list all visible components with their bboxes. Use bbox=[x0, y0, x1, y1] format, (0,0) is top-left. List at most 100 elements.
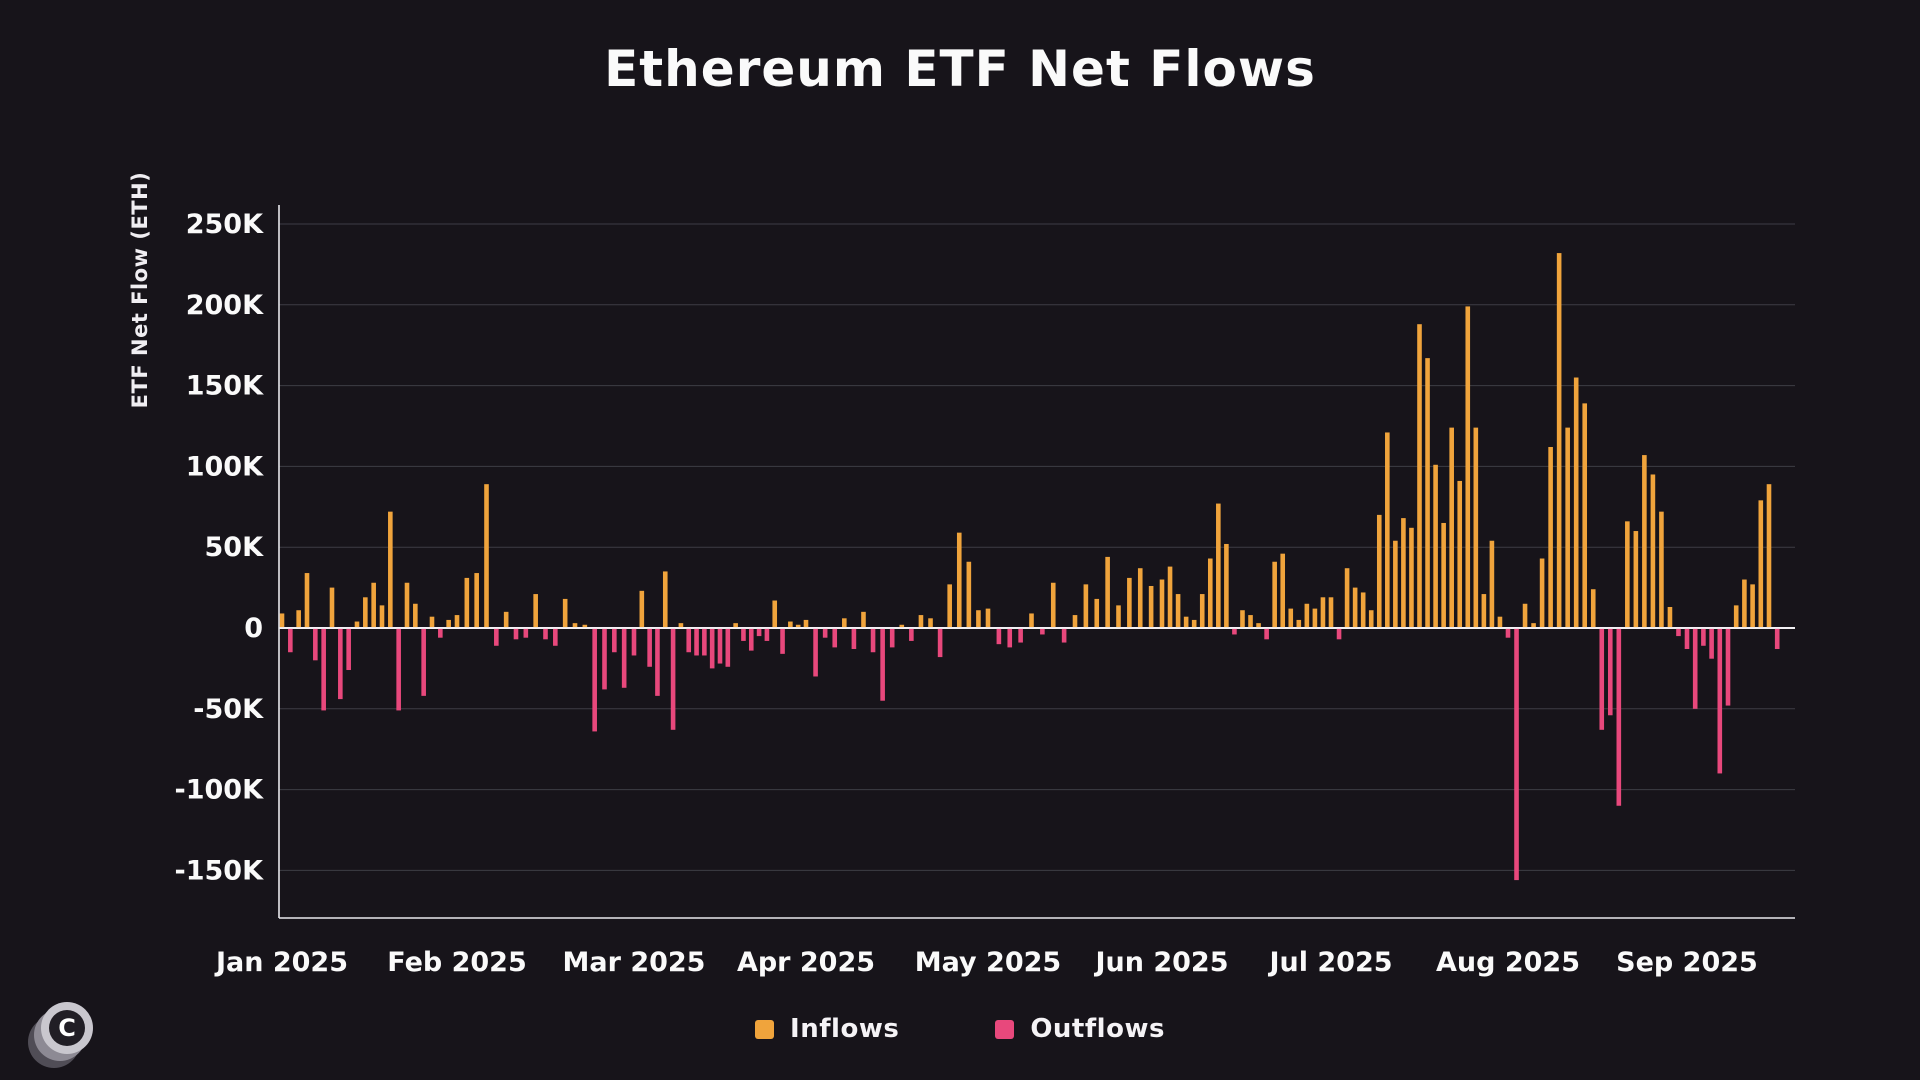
inflow-bar bbox=[1272, 561, 1277, 628]
inflow-bar bbox=[1473, 427, 1479, 628]
inflow-bar bbox=[1465, 306, 1471, 628]
inflow-bar bbox=[1401, 518, 1406, 628]
inflow-bar bbox=[1159, 579, 1165, 628]
inflow-bar bbox=[1393, 540, 1398, 628]
y-tick-label: -50K bbox=[193, 694, 264, 725]
y-tick-label: 250K bbox=[186, 209, 264, 240]
outflow-bar bbox=[870, 628, 876, 653]
x-tick-label: Feb 2025 bbox=[387, 947, 527, 978]
x-tick-label: Apr 2025 bbox=[737, 947, 875, 978]
outflow-bar bbox=[748, 628, 754, 651]
legend-label-inflows: Inflows bbox=[790, 1014, 900, 1044]
inflow-bar bbox=[582, 624, 588, 628]
inflow-bar bbox=[662, 571, 668, 628]
inflow-bar bbox=[1328, 597, 1334, 628]
outflow-bar bbox=[288, 628, 293, 653]
inflow-bar bbox=[918, 615, 924, 628]
inflow-bar bbox=[1565, 427, 1570, 628]
inflows-swatch-icon bbox=[755, 1019, 775, 1039]
x-tick-label: Sep 2025 bbox=[1616, 947, 1758, 978]
inflow-bar bbox=[304, 573, 310, 628]
outflow-bar bbox=[717, 628, 723, 664]
outflow-bar bbox=[513, 628, 519, 640]
inflow-bar bbox=[296, 610, 301, 628]
inflow-bar bbox=[1216, 503, 1221, 628]
inflow-bar bbox=[572, 623, 578, 628]
inflow-bar bbox=[1582, 403, 1588, 628]
outflow-bar bbox=[1040, 628, 1045, 635]
outflow-bar bbox=[621, 628, 627, 688]
inflow-bar bbox=[1312, 608, 1318, 628]
outflow-bar bbox=[346, 628, 351, 671]
outflow-bar bbox=[1607, 628, 1613, 716]
inflow-bar bbox=[1116, 605, 1121, 628]
outflow-bar bbox=[832, 628, 838, 648]
inflow-bar bbox=[1573, 377, 1579, 628]
outflow-bar bbox=[553, 628, 558, 646]
y-tick-label: 200K bbox=[186, 290, 264, 321]
inflow-bar bbox=[1352, 587, 1358, 628]
inflow-bar bbox=[1240, 610, 1245, 628]
y-tick-label: -150K bbox=[175, 855, 265, 886]
outflow-bar bbox=[996, 628, 1002, 645]
inflow-bar bbox=[1457, 480, 1463, 628]
inflow-bar bbox=[1625, 521, 1630, 628]
inflow-bar bbox=[1667, 606, 1673, 628]
inflow-bar bbox=[413, 603, 418, 628]
inflow-bar bbox=[733, 623, 738, 628]
inflow-bar bbox=[1556, 253, 1562, 628]
outflow-bar bbox=[702, 628, 707, 656]
outflow-bar bbox=[686, 628, 692, 653]
outflow-bar bbox=[1599, 628, 1605, 730]
outflow-bar bbox=[880, 628, 885, 701]
y-tick-label: 100K bbox=[186, 451, 264, 482]
outflow-bar bbox=[670, 628, 676, 730]
inflow-bar bbox=[899, 624, 905, 628]
inflow-bar bbox=[1368, 610, 1374, 628]
inflow-bar bbox=[1425, 358, 1430, 628]
inflow-bar bbox=[429, 616, 435, 628]
inflow-bar bbox=[446, 619, 451, 628]
inflow-bar bbox=[1766, 484, 1772, 628]
outflow-bar bbox=[851, 628, 857, 650]
outflow-bar bbox=[1505, 628, 1511, 638]
outflow-bar bbox=[764, 628, 770, 641]
outflow-bar bbox=[1725, 628, 1731, 706]
outflows-swatch-icon bbox=[995, 1019, 1015, 1039]
inflow-bar bbox=[1376, 514, 1382, 628]
outflow-bar bbox=[780, 628, 785, 654]
inflow-bar bbox=[1248, 615, 1253, 628]
inflow-bar bbox=[1072, 615, 1078, 628]
inflow-bar bbox=[562, 598, 568, 628]
legend-item-inflows: Inflows bbox=[755, 1014, 899, 1044]
outflow-bar bbox=[1514, 628, 1519, 881]
outflow-bar bbox=[494, 628, 499, 646]
inflow-bar bbox=[861, 611, 866, 628]
inflow-bar bbox=[1320, 597, 1326, 628]
inflow-bar bbox=[678, 623, 684, 628]
inflow-bar bbox=[329, 587, 335, 628]
inflow-bar bbox=[1441, 522, 1446, 628]
inflow-bar bbox=[1148, 585, 1154, 628]
outflow-bar bbox=[396, 628, 401, 711]
inflow-bar bbox=[404, 582, 410, 628]
inflow-bar bbox=[1296, 619, 1302, 628]
inflow-bar bbox=[1417, 324, 1422, 628]
outflow-bar bbox=[1709, 628, 1714, 659]
inflow-bar bbox=[1481, 594, 1487, 628]
inflow-bar bbox=[985, 608, 991, 628]
inflow-bar bbox=[1497, 616, 1503, 628]
inflow-bar bbox=[1256, 623, 1261, 628]
inflow-bar bbox=[842, 618, 847, 628]
inflow-bar bbox=[503, 611, 509, 628]
chart-legend: Inflows Outflows bbox=[0, 1014, 1920, 1044]
outflow-bar bbox=[889, 628, 895, 648]
inflow-bar bbox=[1409, 527, 1414, 628]
outflow-bar bbox=[1061, 628, 1067, 643]
inflow-bar bbox=[1733, 605, 1739, 628]
inflow-bar bbox=[1207, 558, 1213, 628]
outflow-bar bbox=[631, 628, 637, 656]
inflow-bar bbox=[1489, 540, 1495, 628]
logo-c-icon: C bbox=[49, 1010, 85, 1046]
inflow-bar bbox=[928, 618, 933, 628]
